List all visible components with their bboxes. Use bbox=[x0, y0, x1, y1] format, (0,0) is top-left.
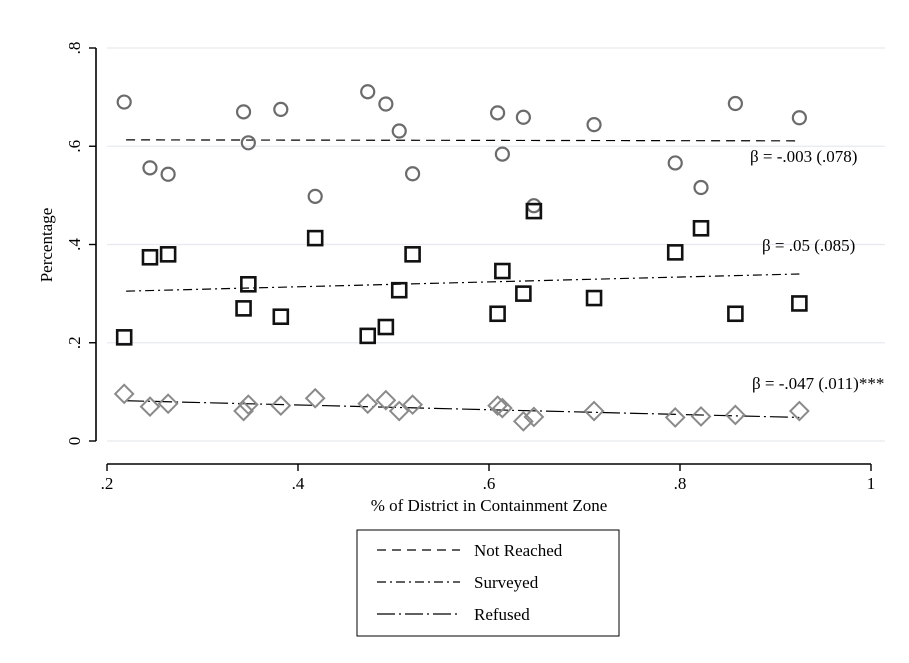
legend-label-surveyed: Surveyed bbox=[474, 573, 539, 592]
point-surveyed-10 bbox=[404, 246, 421, 263]
point-not-reached-1 bbox=[142, 160, 158, 176]
point-surveyed-2 bbox=[159, 246, 177, 263]
point-not-reached-10 bbox=[405, 166, 421, 182]
point-refused-8 bbox=[375, 389, 397, 411]
point-refused-19 bbox=[788, 400, 810, 422]
y-axis-label: Percentage bbox=[37, 208, 56, 283]
point-not-reached-17 bbox=[693, 179, 709, 196]
y-tick-label-3: .6 bbox=[65, 140, 84, 153]
point-surveyed-12 bbox=[494, 262, 511, 280]
legend-label-refused: Refused bbox=[474, 605, 530, 624]
point-not-reached-15 bbox=[586, 117, 602, 133]
fit-lines bbox=[126, 139, 800, 419]
y-tick-label-2: .4 bbox=[65, 238, 84, 251]
data-points bbox=[113, 84, 810, 432]
legend-box bbox=[356, 529, 620, 637]
gridlines bbox=[107, 47, 885, 442]
point-surveyed-19 bbox=[791, 295, 808, 312]
point-surveyed-6 bbox=[306, 229, 324, 247]
fit-line-refused bbox=[126, 400, 800, 419]
point-surveyed-13 bbox=[515, 285, 532, 302]
point-surveyed-17 bbox=[692, 219, 710, 237]
point-refused-0 bbox=[113, 383, 135, 405]
point-not-reached-19 bbox=[791, 110, 807, 126]
point-refused-16 bbox=[664, 407, 686, 428]
legend: Not Reached Surveyed Refused bbox=[356, 529, 620, 637]
point-not-reached-12 bbox=[494, 146, 510, 162]
x-tick-label-2: .6 bbox=[483, 474, 496, 493]
point-refused-12 bbox=[491, 397, 513, 419]
point-not-reached-0 bbox=[116, 94, 132, 110]
point-surveyed-3 bbox=[235, 300, 252, 317]
x-tick-label-4: 1 bbox=[867, 474, 876, 493]
point-not-reached-5 bbox=[273, 101, 289, 118]
y-tick-label-4: .8 bbox=[65, 42, 84, 55]
y-tick-label-1: .2 bbox=[65, 336, 84, 349]
point-not-reached-16 bbox=[667, 155, 683, 171]
point-surveyed-15 bbox=[585, 289, 603, 307]
point-surveyed-11 bbox=[489, 305, 506, 323]
point-refused-3 bbox=[233, 400, 254, 422]
point-refused-7 bbox=[357, 393, 379, 415]
point-not-reached-18 bbox=[727, 95, 743, 112]
point-refused-6 bbox=[304, 387, 326, 409]
annotation-refused: β = -.047 (.011)*** bbox=[752, 374, 884, 393]
point-surveyed-1 bbox=[141, 248, 159, 266]
legend-label-not-reached: Not Reached bbox=[474, 541, 563, 560]
x-axis-label: % of District in Containment Zone bbox=[371, 496, 608, 515]
point-surveyed-5 bbox=[272, 308, 290, 326]
point-refused-1 bbox=[139, 396, 161, 418]
point-refused-4 bbox=[237, 394, 259, 416]
point-refused-11 bbox=[487, 395, 509, 417]
point-surveyed-7 bbox=[359, 327, 377, 345]
point-surveyed-9 bbox=[390, 281, 408, 299]
point-surveyed-4 bbox=[240, 275, 257, 293]
point-not-reached-8 bbox=[378, 96, 394, 112]
axes bbox=[95, 48, 871, 465]
point-not-reached-11 bbox=[489, 105, 506, 121]
point-surveyed-16 bbox=[666, 244, 684, 261]
point-surveyed-8 bbox=[377, 318, 395, 336]
point-not-reached-13 bbox=[515, 109, 531, 125]
fit-line-not-reached bbox=[126, 139, 800, 142]
point-not-reached-14 bbox=[526, 198, 542, 214]
x-tick-label-3: .8 bbox=[674, 474, 687, 493]
annotation-not-reached: β = -.003 (.078) bbox=[750, 147, 857, 166]
point-refused-13 bbox=[512, 410, 534, 432]
annotation-surveyed: β = .05 (.085) bbox=[762, 236, 855, 255]
point-refused-2 bbox=[157, 393, 179, 415]
point-not-reached-2 bbox=[160, 166, 176, 182]
point-surveyed-18 bbox=[727, 305, 744, 323]
point-not-reached-4 bbox=[240, 135, 256, 151]
point-refused-9 bbox=[388, 400, 410, 422]
point-not-reached-7 bbox=[360, 84, 376, 100]
point-refused-5 bbox=[270, 395, 292, 417]
beta-annotations: β = -.003 (.078) β = .05 (.085) β = -.04… bbox=[750, 147, 884, 393]
point-not-reached-9 bbox=[391, 123, 407, 139]
x-tick-label-0: .2 bbox=[101, 474, 114, 493]
point-refused-18 bbox=[724, 404, 746, 426]
point-surveyed-0 bbox=[115, 329, 133, 346]
x-tick-label-1: .4 bbox=[292, 474, 305, 493]
point-refused-17 bbox=[690, 406, 712, 427]
fit-line-surveyed bbox=[126, 273, 800, 292]
y-tick-label-0: 0 bbox=[65, 437, 84, 446]
point-not-reached-3 bbox=[235, 104, 252, 120]
ticks: 0 .2 .4 .6 .8 .2 .4 .6 .8 1 bbox=[65, 42, 875, 493]
point-refused-14 bbox=[523, 406, 545, 428]
point-not-reached-6 bbox=[307, 188, 323, 204]
point-surveyed-14 bbox=[525, 202, 543, 220]
point-refused-15 bbox=[583, 400, 605, 422]
point-refused-10 bbox=[402, 394, 424, 416]
